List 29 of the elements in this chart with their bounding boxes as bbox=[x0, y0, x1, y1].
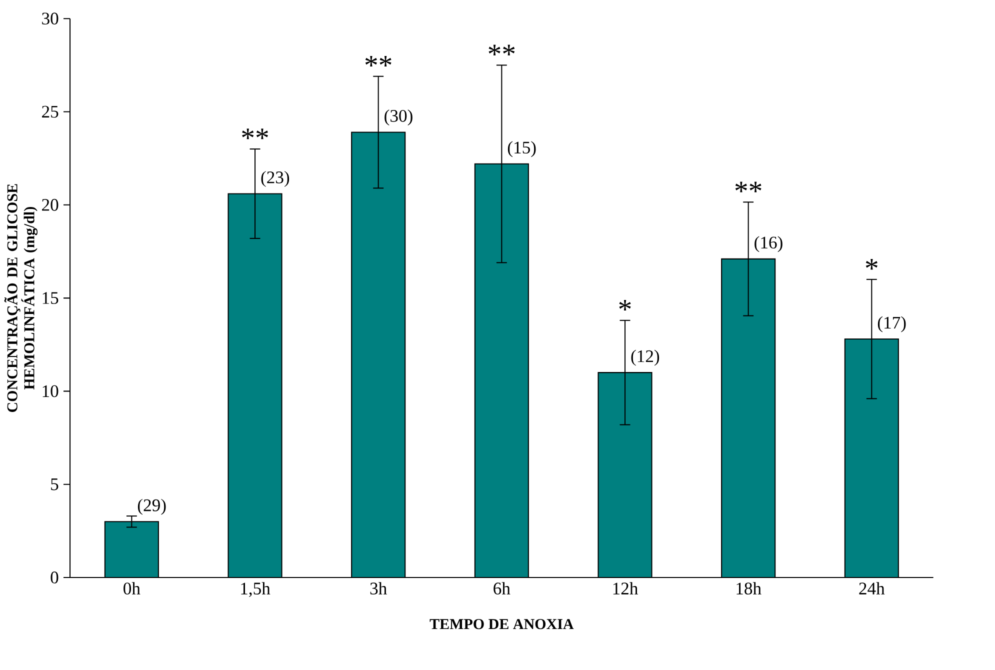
annotation: ** bbox=[735, 182, 762, 193]
x-tick-label: 6h bbox=[494, 582, 510, 595]
annotation: (12) bbox=[631, 350, 660, 366]
annotation: (30) bbox=[384, 110, 412, 126]
annotation: (17) bbox=[878, 316, 906, 332]
y-tick-label: 25 bbox=[42, 106, 58, 118]
x-tick-label: 1,5h bbox=[241, 582, 270, 598]
y-tick-label: 0 bbox=[50, 572, 58, 584]
annotation: ** bbox=[488, 45, 515, 56]
y-tick-label: 15 bbox=[42, 292, 58, 304]
y-tick-label: 5 bbox=[51, 478, 58, 490]
annotation: ** bbox=[365, 56, 392, 67]
annotation: * bbox=[866, 259, 878, 270]
y-tick-label: 30 bbox=[42, 12, 58, 25]
y-tick-label: 10 bbox=[42, 385, 58, 398]
y-tick-label: 20 bbox=[42, 199, 58, 212]
annotation: (16) bbox=[754, 236, 782, 252]
y-axis-title: CONCENTRAÇÃO DE GLICOSE HEMOLINFÁTICA (mg/dl) bbox=[4, 184, 38, 412]
x-tick-label: 24h bbox=[859, 582, 885, 595]
annotation: * bbox=[619, 300, 631, 311]
x-tick-label: 3h bbox=[370, 582, 387, 595]
x-axis-title: TEMPO DE ANOXIA bbox=[430, 619, 574, 630]
annotation: (29) bbox=[138, 499, 166, 516]
annotation: (15) bbox=[508, 141, 536, 158]
annotation: (23) bbox=[261, 171, 290, 188]
x-tick-label: 18h bbox=[736, 582, 762, 595]
annotation: ** bbox=[242, 128, 268, 140]
x-tick-label: 0h bbox=[124, 582, 140, 595]
x-tick-label: 12h bbox=[613, 582, 638, 595]
